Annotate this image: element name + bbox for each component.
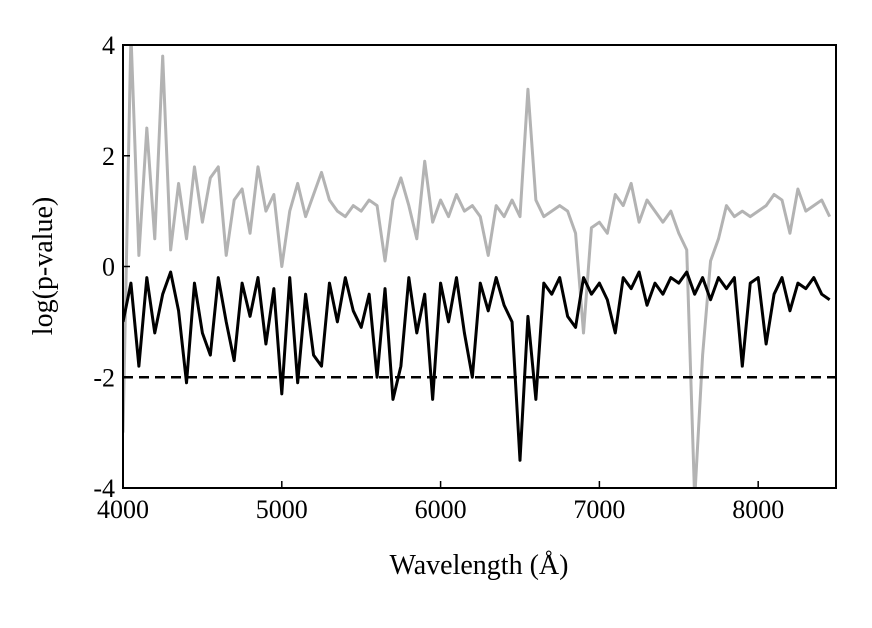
data-line: [123, 45, 832, 488]
x-tick-label: 5000: [256, 495, 308, 524]
data-line: [123, 270, 831, 462]
y-axis-label: log(p-value): [28, 197, 59, 335]
x-tick-label: 7000: [573, 495, 625, 524]
y-tick-label: 2: [102, 142, 115, 171]
plot-frame: [122, 44, 837, 489]
y-tick-label: 4: [102, 31, 115, 60]
plot-area: [123, 45, 836, 488]
y-tick-label: -2: [93, 363, 115, 392]
x-tick-label: 6000: [415, 495, 467, 524]
x-axis-label: Wavelength (Å): [390, 550, 569, 581]
x-tick-label: 8000: [732, 495, 784, 524]
y-tick-label: -4: [93, 474, 115, 503]
y-tick-label: 0: [102, 253, 115, 282]
x-tick-label: 4000: [97, 495, 149, 524]
